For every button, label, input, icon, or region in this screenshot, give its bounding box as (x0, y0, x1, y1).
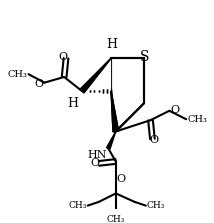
Text: O: O (150, 135, 159, 145)
Text: O: O (170, 105, 179, 115)
Text: O: O (59, 52, 68, 62)
Polygon shape (111, 91, 119, 132)
Text: HN: HN (88, 150, 107, 160)
Text: S: S (140, 50, 150, 64)
Polygon shape (82, 58, 111, 91)
Text: CH₃: CH₃ (68, 201, 87, 210)
Text: O: O (117, 174, 126, 184)
Text: CH₃: CH₃ (107, 215, 125, 223)
Text: H: H (67, 97, 78, 110)
Polygon shape (107, 131, 116, 149)
Polygon shape (80, 58, 111, 93)
Text: CH₃: CH₃ (147, 201, 165, 210)
Text: CH₃: CH₃ (8, 70, 28, 79)
Text: O: O (34, 78, 43, 89)
Polygon shape (80, 58, 111, 93)
Polygon shape (111, 91, 119, 132)
Text: CH₃: CH₃ (187, 115, 207, 124)
Text: H: H (107, 38, 117, 51)
Text: O: O (91, 158, 100, 168)
